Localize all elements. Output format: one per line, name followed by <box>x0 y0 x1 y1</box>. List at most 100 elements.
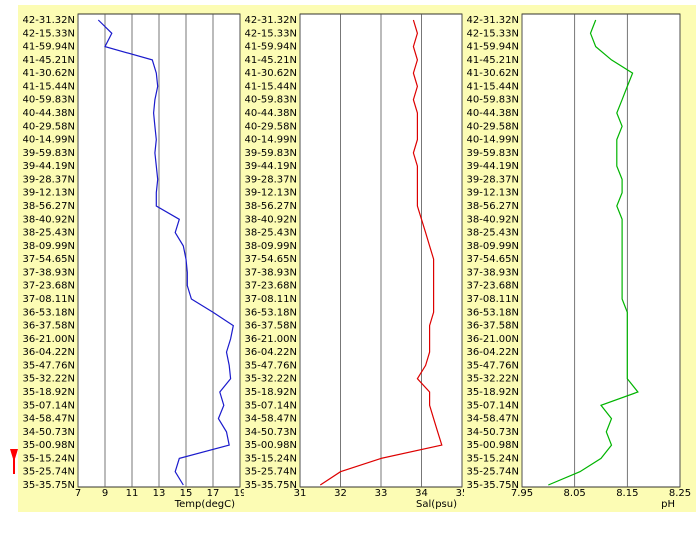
y-tick-label: 40-44.38N <box>467 108 519 119</box>
y-tick-label: 39-59.83N <box>467 148 519 159</box>
data-line <box>319 19 443 486</box>
x-tick-label: 31 <box>294 488 307 499</box>
y-tick-label: 41-59.94N <box>467 42 519 53</box>
y-tick-label: 39-28.37N <box>23 174 75 185</box>
y-tick-label: 36-53.18N <box>23 307 75 318</box>
y-tick-label: 34-58.47N <box>23 414 75 425</box>
y-tick-label: 35-32.22N <box>23 374 75 385</box>
y-tick-label: 38-09.99N <box>245 241 297 252</box>
x-tick-label: 32 <box>334 488 347 499</box>
y-tick-label: 35-07.14N <box>245 400 297 411</box>
y-tick-label: 35-32.22N <box>245 374 297 385</box>
y-tick-label: 34-58.47N <box>467 414 519 425</box>
y-tick-label: 37-08.11N <box>467 294 519 305</box>
y-tick-label: 40-29.58N <box>467 121 519 132</box>
y-tick-label: 36-21.00N <box>23 334 75 345</box>
y-tick-label: 38-56.27N <box>245 201 297 212</box>
x-tick-label: 11 <box>126 488 139 499</box>
y-tick-label: 40-14.99N <box>245 135 297 146</box>
y-tick-label: 35-18.92N <box>467 387 519 398</box>
y-tick-label: 37-54.65N <box>467 254 519 265</box>
y-tick-label: 36-37.58N <box>467 321 519 332</box>
y-tick-label: 40-59.83N <box>467 95 519 106</box>
x-tick-label: 33 <box>375 488 388 499</box>
y-tick-label: 37-38.93N <box>245 267 297 278</box>
x-axis-label: Temp(degC) <box>174 499 235 510</box>
y-tick-label: 38-40.92N <box>467 214 519 225</box>
y-tick-label: 34-50.73N <box>245 427 297 438</box>
data-line <box>548 19 639 486</box>
y-tick-label: 41-45.21N <box>467 55 519 66</box>
y-tick-label: 35-15.24N <box>23 453 75 464</box>
y-tick-label: 35-18.92N <box>245 387 297 398</box>
y-tick-label: 37-23.68N <box>245 281 297 292</box>
x-tick-label: 7 <box>75 488 81 499</box>
y-tick-label: 38-56.27N <box>23 201 75 212</box>
y-tick-label: 41-30.62N <box>23 68 75 79</box>
x-tick-label: 15 <box>180 488 193 499</box>
y-tick-label: 35-25.74N <box>467 467 519 478</box>
x-tick-label: 9 <box>102 488 108 499</box>
y-tick-label: 39-44.19N <box>23 161 75 172</box>
y-tick-label: 40-44.38N <box>23 108 75 119</box>
y-tick-label: 35-00.98N <box>23 440 75 451</box>
y-tick-label: 42-31.32N <box>245 15 297 26</box>
y-tick-label: 40-59.83N <box>23 95 75 106</box>
y-tick-label: 35-25.74N <box>245 467 297 478</box>
y-tick-label: 36-04.22N <box>467 347 519 358</box>
y-tick-label: 41-45.21N <box>245 55 297 66</box>
y-tick-label: 35-47.76N <box>23 360 75 371</box>
y-tick-label: 40-14.99N <box>467 135 519 146</box>
y-tick-label: 35-15.24N <box>245 453 297 464</box>
x-tick-label: 35 <box>456 488 469 499</box>
y-tick-label: 35-15.24N <box>467 453 519 464</box>
y-tick-label: 35-47.76N <box>467 360 519 371</box>
y-tick-label: 41-45.21N <box>23 55 75 66</box>
y-tick-label: 35-35.75N <box>467 480 519 491</box>
y-tick-label: 35-47.76N <box>245 360 297 371</box>
y-tick-label: 38-25.43N <box>23 228 75 239</box>
y-tick-label: 41-59.94N <box>245 42 297 53</box>
x-tick-label: 8.15 <box>616 488 638 499</box>
y-tick-label: 37-54.65N <box>23 254 75 265</box>
y-tick-label: 41-59.94N <box>23 42 75 53</box>
y-tick-label: 40-29.58N <box>23 121 75 132</box>
y-tick-label: 37-23.68N <box>23 281 75 292</box>
y-tick-label: 41-15.44N <box>467 81 519 92</box>
y-tick-label: 35-07.14N <box>467 400 519 411</box>
y-tick-label: 38-25.43N <box>467 228 519 239</box>
x-tick-label: 13 <box>153 488 166 499</box>
y-tick-label: 34-50.73N <box>467 427 519 438</box>
x-axis-label: pH <box>661 499 675 510</box>
y-tick-label: 36-04.22N <box>245 347 297 358</box>
y-tick-label: 36-21.00N <box>245 334 297 345</box>
y-tick-label: 35-00.98N <box>245 440 297 451</box>
y-tick-label: 34-58.47N <box>245 414 297 425</box>
y-tick-label: 41-15.44N <box>23 81 75 92</box>
y-tick-label: 38-25.43N <box>245 228 297 239</box>
y-tick-label: 42-31.32N <box>23 15 75 26</box>
y-tick-label: 40-59.83N <box>245 95 297 106</box>
data-line <box>97 19 234 486</box>
y-tick-label: 39-12.13N <box>23 188 75 199</box>
y-tick-label: 41-30.62N <box>467 68 519 79</box>
y-tick-label: 35-07.14N <box>23 400 75 411</box>
y-tick-label: 36-53.18N <box>245 307 297 318</box>
y-tick-label: 35-25.74N <box>23 467 75 478</box>
plot-area <box>521 13 681 488</box>
y-tick-label: 36-37.58N <box>23 321 75 332</box>
x-tick-label: 7.95 <box>511 488 533 499</box>
y-tick-label: 37-08.11N <box>245 294 297 305</box>
y-tick-label: 37-54.65N <box>245 254 297 265</box>
y-tick-label: 38-40.92N <box>23 214 75 225</box>
y-tick-label: 35-00.98N <box>467 440 519 451</box>
y-tick-label: 38-09.99N <box>23 241 75 252</box>
x-tick-label: 17 <box>207 488 220 499</box>
y-tick-label: 38-40.92N <box>245 214 297 225</box>
y-tick-label: 39-44.19N <box>245 161 297 172</box>
y-tick-label: 41-15.44N <box>245 81 297 92</box>
y-tick-label: 36-37.58N <box>245 321 297 332</box>
y-tick-label: 39-12.13N <box>467 188 519 199</box>
y-tick-label: 37-08.11N <box>23 294 75 305</box>
